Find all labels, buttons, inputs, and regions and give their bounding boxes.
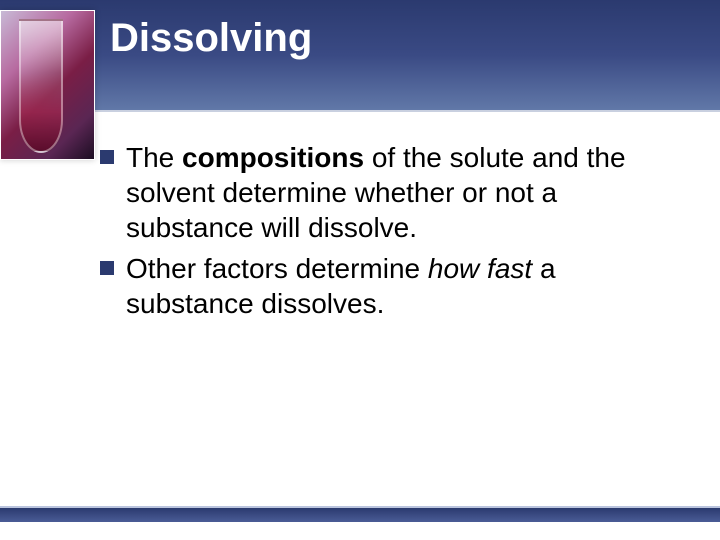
slide: Dissolving The compositions of the solut… [0, 0, 720, 540]
bullet-text: The compositions of the solute and the s… [126, 140, 680, 245]
bullet-text: Other factors determine how fast a subst… [126, 251, 680, 321]
header-bottom-rule [0, 110, 720, 112]
bullet-item: The compositions of the solute and the s… [100, 140, 680, 245]
header-band [0, 0, 720, 110]
footer-bar [0, 508, 720, 522]
square-bullet-icon [100, 150, 114, 164]
decorative-flask-image [0, 10, 95, 160]
square-bullet-icon [100, 261, 114, 275]
bullet-list: The compositions of the solute and the s… [100, 140, 680, 327]
bullet-item: Other factors determine how fast a subst… [100, 251, 680, 321]
slide-title: Dissolving [110, 16, 312, 61]
